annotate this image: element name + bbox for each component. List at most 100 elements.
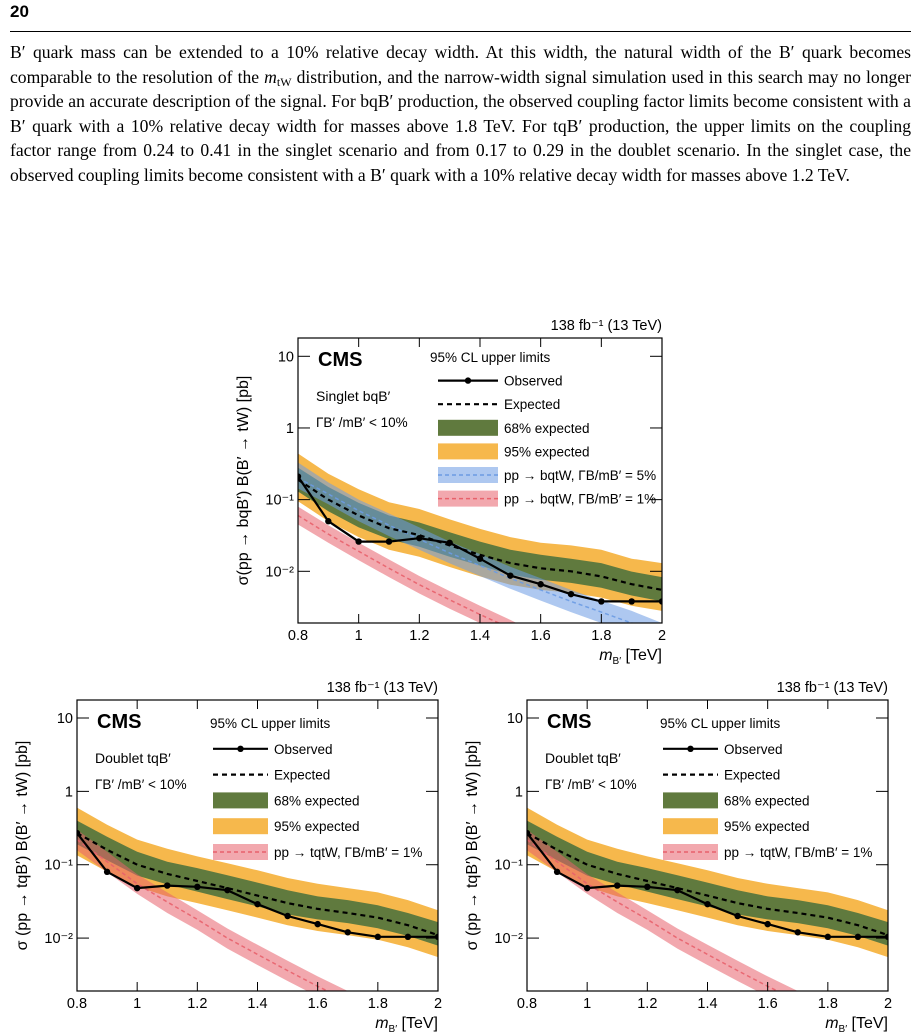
- x-tick-label: 1.8: [818, 996, 838, 1012]
- line: [527, 832, 888, 937]
- y-tick-label: 10: [507, 711, 523, 727]
- y-tick-label: 10: [57, 711, 73, 727]
- marker: [704, 900, 711, 908]
- marker: [674, 886, 681, 894]
- marker: [794, 929, 801, 936]
- x-tick-label: 2: [658, 628, 666, 644]
- marker: [553, 868, 561, 876]
- legend-swatch: [438, 443, 498, 460]
- marker: [658, 598, 662, 605]
- x-tick-label: 1.8: [591, 628, 611, 644]
- legend-label: 68% expected: [274, 793, 360, 808]
- marker: [527, 829, 531, 837]
- band-center-line: [298, 514, 501, 623]
- legend-swatch: [213, 818, 268, 835]
- legend-label: 95% expected: [724, 819, 810, 834]
- y-tick-label: 1: [515, 784, 523, 800]
- x-axis-label: mB′ [TeV]: [825, 1015, 888, 1035]
- y-tick-label: 10⁻¹: [44, 858, 73, 874]
- legend-swatch: [663, 792, 718, 809]
- legend-label: Observed: [724, 742, 783, 757]
- legend-label: pp → bqtW, ΓB/mB′ = 5%: [504, 468, 656, 483]
- plot-area: [298, 453, 662, 623]
- marker: [224, 886, 231, 894]
- marker: [628, 598, 635, 605]
- y-tick-label: 1: [286, 421, 294, 437]
- legend-swatch: [663, 844, 718, 860]
- x-tick-label: 1.6: [531, 628, 551, 644]
- y-tick-label: 10⁻²: [494, 931, 523, 947]
- chart: 0.8 1 1.2 1.4 1.6 1.8 2 10⁻² 10⁻¹ 1 10 138 fb⁻¹ (13…: [235, 318, 666, 667]
- x-tick-label: 1: [583, 996, 591, 1012]
- marker: [164, 882, 171, 889]
- legend-label: Observed: [504, 374, 563, 389]
- marker: [385, 538, 393, 545]
- marker: [598, 598, 605, 605]
- paragraph: B′ quark mass can be extended to a 10% r…: [10, 40, 911, 188]
- x-tick-label: 1: [133, 996, 141, 1012]
- band: [77, 820, 438, 946]
- marker: [404, 933, 412, 941]
- plot-area: [527, 807, 888, 991]
- marker: [644, 883, 651, 891]
- x-axis-unit: [TeV]: [397, 1015, 438, 1032]
- y-tick-label: 10⁻²: [265, 564, 294, 580]
- y-tick-label: 10⁻¹: [494, 858, 523, 874]
- legend-marker: [237, 745, 244, 752]
- x-tick-label: 0.8: [67, 996, 87, 1012]
- marker: [298, 473, 302, 480]
- y-tick-label: 10⁻¹: [265, 493, 294, 509]
- x-tick-label: 1.6: [758, 996, 778, 1012]
- legend-label: Observed: [274, 742, 333, 757]
- marker: [764, 920, 771, 928]
- y-tick-label: 1: [65, 784, 73, 800]
- x-tick-label: 2: [884, 996, 892, 1012]
- header-rule: [10, 31, 911, 32]
- scenario-label: Doublet tqB′: [95, 750, 171, 766]
- legend-title: 95% CL upper limits: [210, 716, 331, 731]
- line: [298, 478, 662, 591]
- legend-swatch: [213, 844, 268, 860]
- legend-label: 68% expected: [724, 793, 810, 808]
- legend-label: 68% expected: [504, 421, 590, 436]
- legend-title: 95% CL upper limits: [430, 350, 551, 365]
- width-label: ΓB′ /mB′ < 10%: [316, 415, 408, 430]
- marker: [537, 581, 544, 588]
- marker: [824, 933, 832, 941]
- y-tick-label: 10: [278, 349, 294, 365]
- text: tW: [276, 74, 292, 89]
- width-label: ΓB′ /mB′ < 10%: [545, 777, 637, 792]
- x-axis-subscript: B′: [613, 656, 622, 667]
- chart: 0.8 1 1.2 1.4 1.6 1.8 2 10⁻² 10⁻¹ 1 10 138 fb⁻¹ (13…: [464, 680, 892, 1035]
- plot-area: [77, 807, 438, 991]
- marker: [103, 868, 111, 876]
- x-tick-label: 1.6: [308, 996, 328, 1012]
- x-tick-label: 0.8: [288, 628, 308, 644]
- x-tick-label: 1.4: [470, 628, 490, 644]
- x-tick-label: 1.2: [637, 996, 657, 1012]
- y-tick-label: 10⁻²: [44, 931, 73, 947]
- x-axis-unit: [TeV]: [847, 1015, 888, 1032]
- marker: [284, 912, 291, 920]
- marker: [355, 538, 362, 545]
- experiment-label: CMS: [97, 711, 141, 733]
- x-tick-label: 0.8: [517, 996, 537, 1012]
- lumi-label: 138 fb⁻¹ (13 TeV): [551, 318, 662, 334]
- x-axis-unit: [TeV]: [621, 647, 662, 664]
- legend-label: pp → tqtW, ΓB/mB′ = 1%: [724, 845, 872, 860]
- marker: [507, 572, 514, 579]
- marker: [325, 518, 332, 525]
- x-tick-label: 1.8: [368, 996, 388, 1012]
- marker: [77, 829, 81, 837]
- legend-swatch: [663, 818, 718, 835]
- scenario-label: Singlet bqB′: [316, 388, 391, 404]
- line: [77, 832, 438, 937]
- marker: [374, 933, 382, 941]
- x-axis-label: mB′ [TeV]: [599, 647, 662, 667]
- x-axis-subscript: B′: [389, 1024, 398, 1035]
- text: m: [264, 66, 277, 87]
- marker: [614, 882, 621, 889]
- y-axis-label: σ (pp → tqB′) B(B′ → tW) [pb]: [14, 741, 31, 951]
- legend-marker: [464, 377, 472, 384]
